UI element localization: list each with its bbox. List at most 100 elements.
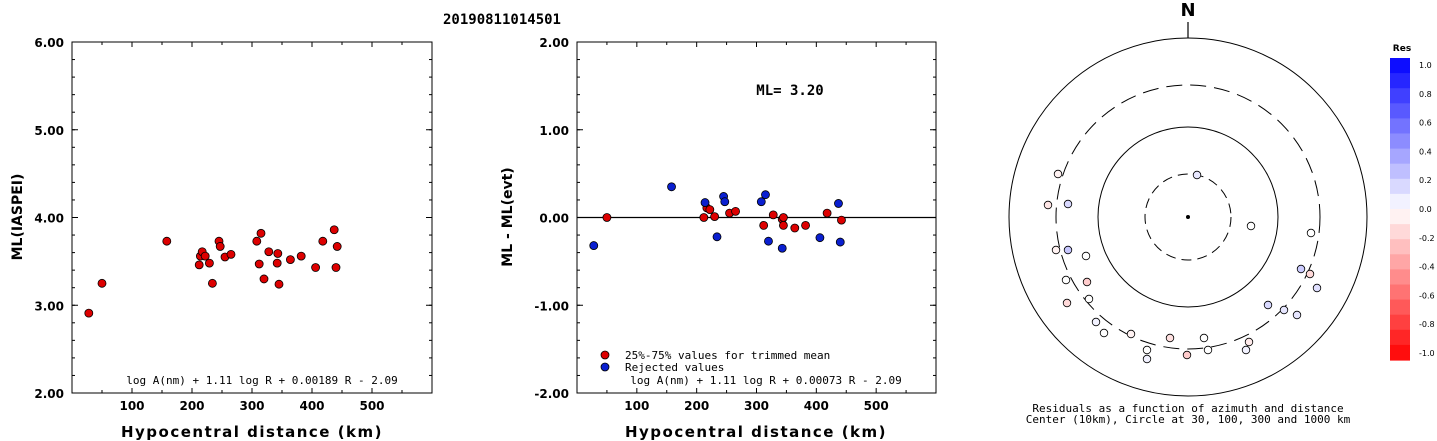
accepted-point	[790, 223, 800, 233]
rejected-point	[720, 197, 730, 207]
y-tick-label: -2.00	[534, 387, 569, 401]
station-residual-point	[1063, 245, 1073, 255]
x-tick-label: 200	[179, 399, 204, 413]
circle-30km	[1144, 173, 1232, 261]
station-residual-point	[1091, 317, 1101, 327]
rejected-point	[756, 197, 766, 207]
y-tick-label: 5.00	[34, 124, 64, 138]
colorbar-tick-label: 0.8	[1419, 90, 1432, 99]
colorbar-tick-label: 0.6	[1419, 119, 1432, 128]
legend-label-accepted: 25%-75% values for trimmed mean	[625, 349, 830, 362]
x-tick-label: 300	[239, 399, 264, 413]
data-point	[264, 247, 274, 257]
rejected-point	[667, 182, 676, 192]
data-point	[204, 258, 214, 268]
station-residual-point	[1203, 345, 1213, 355]
colorbar-segment	[1390, 329, 1410, 346]
station-residual-point	[1244, 337, 1254, 347]
station-residual-point	[1306, 228, 1316, 238]
colorbar-segment	[1390, 299, 1410, 316]
station-residual-point	[1062, 298, 1072, 308]
formula-label: log A(nm) + 1.11 log R + 0.00189 R - 2.0…	[126, 374, 398, 387]
legend-label-rejected: Rejected values	[625, 361, 724, 374]
accepted-point	[779, 220, 788, 230]
colorbar-tick-label: -0.8	[1419, 320, 1435, 329]
accepted-point	[699, 213, 709, 222]
rejected-point	[777, 243, 787, 253]
rejected-point	[589, 241, 599, 250]
x-axis-label: Hypocentral distance (km)	[625, 423, 887, 441]
center-point	[1186, 215, 1190, 219]
caption-line-2: Center (10km), Circle at 30, 100, 300 an…	[1026, 413, 1351, 426]
data-point	[285, 255, 295, 265]
caption-line-1: Residuals as a function of azimuth and d…	[1032, 402, 1343, 415]
y-tick-label: 2.00	[34, 387, 64, 401]
data-point	[215, 242, 225, 251]
y-axis-label: ML - ML(evt)	[500, 167, 516, 266]
x-tick-label: 500	[359, 399, 384, 413]
data-point	[296, 251, 306, 261]
station-residual-point	[1246, 221, 1256, 231]
station-residual-point	[1182, 350, 1192, 360]
accepted-point	[710, 212, 720, 222]
plot-frame	[71, 41, 433, 394]
data-point	[207, 278, 217, 288]
y-tick-label: 4.00	[34, 212, 64, 226]
residual-vs-distance-chart: ML - ML(evt) Hypocentral distance (km) M…	[500, 36, 937, 441]
y-tick-label: 3.00	[34, 299, 64, 313]
accepted-point	[759, 220, 769, 230]
data-point	[332, 242, 342, 251]
y-tick-label: -1.00	[534, 299, 569, 313]
colorbar-segment	[1390, 178, 1410, 195]
data-point	[226, 249, 236, 259]
colorbar-segment	[1390, 239, 1410, 255]
azimuth-residual-map: N Residuals as a function of azimuth and…	[1008, 0, 1435, 426]
north-label: N	[1180, 0, 1195, 21]
station-residual-point	[1043, 200, 1053, 210]
x-tick-label: 100	[119, 399, 144, 413]
x-tick-label: 200	[684, 399, 709, 413]
y-tick-label: 0.00	[539, 212, 569, 226]
x-tick-label: 100	[624, 399, 649, 413]
rejected-point	[764, 236, 773, 246]
data-point	[273, 249, 283, 258]
colorbar-tick-label: -0.6	[1419, 291, 1435, 300]
y-tick-label: 1.00	[539, 124, 569, 138]
legend-marker-accepted	[600, 350, 610, 360]
ml-annotation: ML= 3.20	[756, 83, 823, 99]
colorbar-tick-label: 0.4	[1419, 147, 1432, 156]
rejected-point	[761, 190, 770, 200]
station-residual-point	[1312, 283, 1322, 293]
station-residual-point	[1279, 305, 1289, 315]
colorbar-tick-label: 1.0	[1419, 61, 1432, 70]
station-residual-point	[1192, 170, 1202, 180]
x-tick-label: 400	[299, 399, 324, 413]
rejected-point	[815, 233, 825, 243]
x-tick-label: 400	[804, 399, 829, 413]
accepted-point	[837, 215, 846, 225]
station-residual-point	[1142, 354, 1152, 364]
accepted-point	[705, 205, 715, 215]
data-point	[97, 278, 107, 288]
colorbar-segment	[1390, 88, 1410, 104]
station-residual-point	[1126, 329, 1136, 339]
colorbar-segment	[1390, 148, 1410, 165]
colorbar-segment	[1390, 73, 1410, 89]
formula-label: log A(nm) + 1.11 log R + 0.00073 R - 2.0…	[630, 374, 902, 387]
station-residual-point	[1051, 245, 1061, 255]
data-point	[194, 260, 204, 270]
station-residual-point	[1305, 269, 1315, 279]
colorbar-segment	[1390, 224, 1410, 240]
colorbar-segment	[1390, 284, 1410, 301]
station-residual-point	[1081, 251, 1091, 261]
colorbar-segment	[1390, 193, 1410, 210]
data-point	[254, 259, 264, 269]
station-residual-point	[1084, 294, 1094, 304]
data-point	[162, 236, 172, 246]
figure-title: 20190811014501	[443, 12, 561, 28]
data-point	[318, 236, 328, 246]
x-tick-label: 300	[744, 399, 769, 413]
y-tick-label: 2.00	[539, 36, 569, 50]
rejected-point	[712, 232, 722, 242]
y-tick-label: 6.00	[34, 36, 64, 50]
